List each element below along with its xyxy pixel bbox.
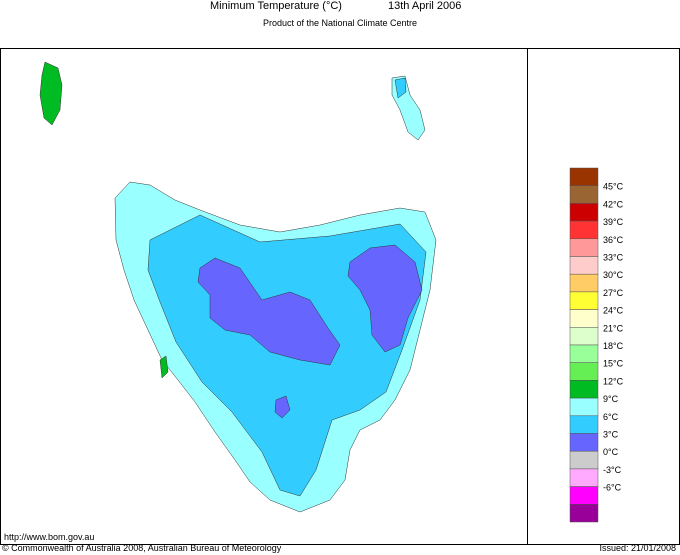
legend-label: 3°C xyxy=(603,430,619,440)
legend-swatch xyxy=(569,468,599,487)
legend-swatch xyxy=(569,220,599,240)
subtitle: Product of the National Climate Centre xyxy=(263,18,417,28)
legend-label: 6°C xyxy=(603,412,619,422)
date: 13th April 2006 xyxy=(388,0,461,12)
legend-swatch xyxy=(569,344,599,363)
legend-label: 36°C xyxy=(603,235,624,245)
legend-label: -6°C xyxy=(603,483,622,493)
footer-copyright: © Commonwealth of Australia 2008, Austra… xyxy=(2,543,282,553)
legend-label: 27°C xyxy=(603,288,624,298)
legend-label: 12°C xyxy=(603,376,624,386)
legend-swatch xyxy=(569,450,599,470)
legend-swatch xyxy=(569,486,599,505)
legend: 45°C 42°C 39°C 36°C 33°C 30°C 27°C 24°C 21°C 18°C… xyxy=(569,167,624,523)
legend-swatch xyxy=(569,256,599,275)
legend-swatch xyxy=(569,415,599,434)
legend-swatch xyxy=(569,238,599,257)
legend-swatch xyxy=(569,327,599,346)
legend-swatch xyxy=(569,504,599,523)
legend-label: 33°C xyxy=(603,253,624,263)
legend-label: 30°C xyxy=(603,270,624,280)
legend-label: 18°C xyxy=(603,341,624,351)
legend-label: 9°C xyxy=(603,394,619,404)
legend-swatch xyxy=(569,185,599,204)
legend-swatch xyxy=(569,203,599,222)
legend-swatch xyxy=(569,362,599,381)
legend-label: 0°C xyxy=(603,447,619,457)
legend-swatch xyxy=(569,273,599,293)
title: Minimum Temperature (°C) xyxy=(210,0,342,12)
legend-label: -3°C xyxy=(603,465,622,475)
footer-url: http://www.bom.gov.au xyxy=(4,532,94,542)
legend-label: 45°C xyxy=(603,182,624,192)
legend-label: 39°C xyxy=(603,217,624,227)
legend-label: 24°C xyxy=(603,306,624,316)
legend-swatch xyxy=(569,380,599,399)
legend-swatch xyxy=(569,167,599,186)
legend-label: 15°C xyxy=(603,359,624,369)
legend-label: 21°C xyxy=(603,323,624,333)
legend-swatch xyxy=(569,291,599,310)
legend-label: 42°C xyxy=(603,199,624,209)
footer-issued: Issued: 21/01/2008 xyxy=(599,543,676,553)
legend-swatch xyxy=(569,309,599,328)
legend-swatch xyxy=(569,397,599,417)
map xyxy=(39,61,437,513)
legend-swatch xyxy=(569,433,599,452)
